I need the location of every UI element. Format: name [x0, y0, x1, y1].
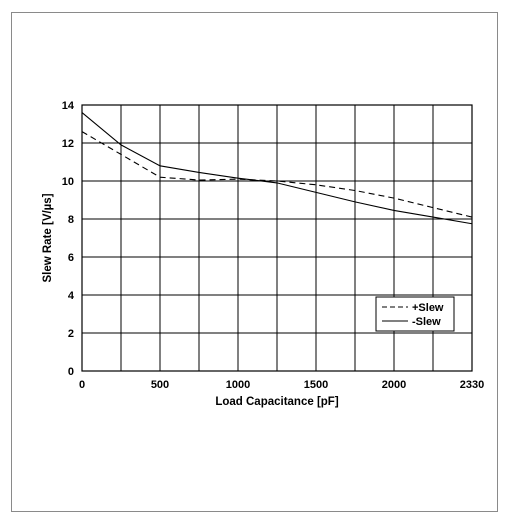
x-tick-label: 2000: [382, 379, 406, 391]
legend-box: [375, 296, 455, 332]
y-tick-label: 6: [68, 252, 74, 264]
y-tick-label: 8: [68, 214, 74, 226]
y-tick-label: 4: [68, 290, 75, 302]
series-line-minus-slew: [81, 112, 473, 225]
series-line-plus-slew: [81, 131, 473, 218]
x-tick-label: 1000: [226, 379, 250, 391]
series-layer: [81, 112, 473, 225]
figure-frame: [11, 12, 498, 512]
x-tick-label: 0: [79, 379, 85, 391]
x-tick-label: 1500: [304, 379, 328, 391]
y-axis-title: Slew Rate [V/µs]: [42, 193, 54, 282]
plot-border: [81, 104, 473, 372]
y-tick-label: 14: [62, 100, 75, 112]
legend-label: -Slew: [412, 316, 441, 328]
legend: +Slew -Slew: [375, 296, 455, 332]
y-tick-label: 12: [62, 138, 74, 150]
x-tick-label: 500: [151, 379, 169, 391]
x-tick-label: 2330: [460, 379, 484, 391]
x-axis-title: Load Capacitance [pF]: [215, 396, 338, 408]
legend-label: +Slew: [412, 302, 444, 314]
y-tick-label: 2: [68, 328, 74, 340]
y-tick-label: 0: [68, 366, 74, 378]
axes: 0 500 1000 1500 2000 2330 0 2 4 6 8 10 12 14 Load Capa…: [42, 100, 484, 408]
y-tick-label: 10: [62, 176, 74, 188]
